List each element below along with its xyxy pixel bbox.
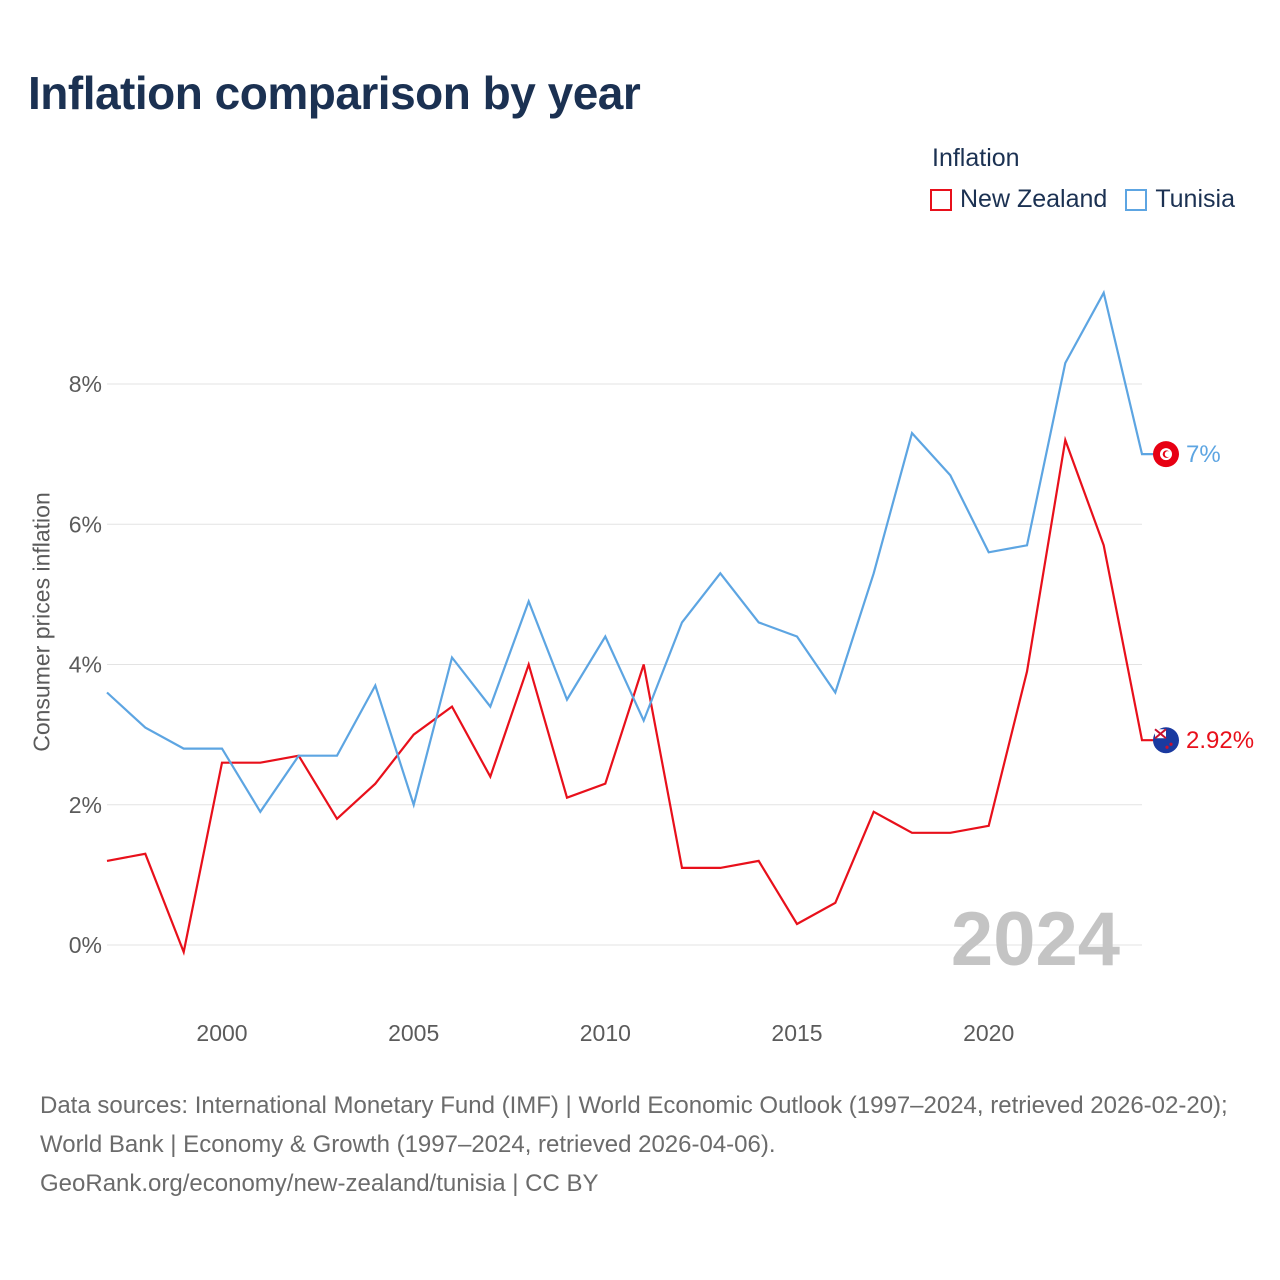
legend-swatch-tunisia <box>1125 188 1148 211</box>
x-tick-label: 2010 <box>580 1020 631 1046</box>
legend-item-tunisia[interactable]: Tunisia <box>1125 185 1235 214</box>
end-label-tunisia: 7% <box>1186 441 1221 468</box>
source-line-1: Data sources: International Monetary Fun… <box>40 1092 1228 1158</box>
y-axis-ticks: 0% 2% 4% 6% 8% <box>69 371 102 958</box>
tunisia-flag-icon <box>1153 441 1179 468</box>
chart-title: Inflation comparison by year <box>28 67 641 119</box>
y-tick-label: 2% <box>69 792 102 818</box>
x-axis-ticks: 2000 2005 2010 2015 2020 <box>196 1020 1014 1046</box>
y-tick-label: 0% <box>69 932 102 958</box>
legend-title: Inflation <box>932 144 1020 172</box>
gridlines <box>107 383 1142 946</box>
source-note: Data sources: International Monetary Fun… <box>40 1086 1250 1203</box>
series-end-labels: 2.92% 7% <box>1153 441 1254 754</box>
tunisia-flag-crescent-cut <box>1164 451 1171 458</box>
new-zealand-flag-star <box>1165 745 1169 749</box>
legend-label-new-zealand: New Zealand <box>960 185 1108 213</box>
x-tick-label: 2000 <box>196 1020 247 1046</box>
y-tick-label: 4% <box>69 652 102 678</box>
new-zealand-flag-cross <box>1154 728 1167 740</box>
y-tick-label: 8% <box>69 371 102 397</box>
series-line-new-zealand[interactable] <box>106 435 1154 956</box>
legend-label-tunisia: Tunisia <box>1155 185 1235 213</box>
legend-swatch-new-zealand <box>930 188 952 211</box>
y-tick-label: 6% <box>69 511 102 537</box>
x-tick-label: 2015 <box>771 1020 822 1046</box>
x-tick-label: 2020 <box>963 1020 1014 1046</box>
series-line-tunisia[interactable] <box>106 289 1154 814</box>
legend: New Zealand Tunisia <box>930 185 1235 214</box>
series-lines <box>106 289 1154 956</box>
x-tick-label: 2005 <box>388 1020 439 1046</box>
current-year-watermark: 2024 <box>951 897 1120 982</box>
new-zealand-flag-star <box>1169 742 1173 746</box>
legend-item-new-zealand[interactable]: New Zealand <box>930 185 1107 214</box>
end-label-new-zealand: 2.92% <box>1186 727 1254 754</box>
line-chart: 0% 2% 4% 6% 8% 2000 2005 2010 2015 2020 2024 2.9… <box>69 289 1254 1046</box>
new-zealand-flag-icon <box>1153 727 1179 754</box>
source-line-2[interactable]: GeoRank.org/economy/new-zealand/tunisia … <box>40 1170 599 1197</box>
